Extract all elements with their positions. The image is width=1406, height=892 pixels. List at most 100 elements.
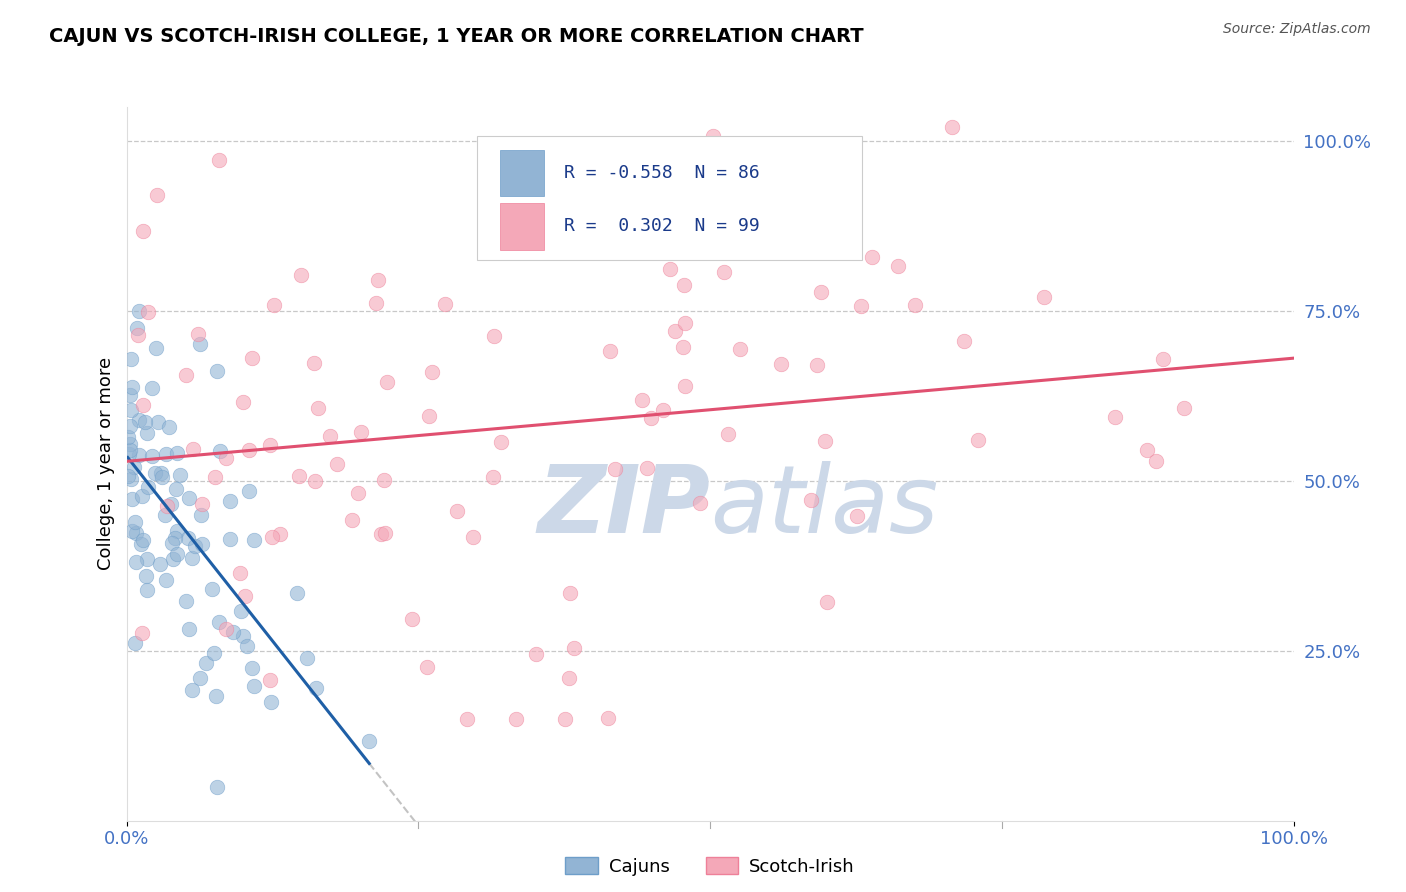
Point xyxy=(238,483,260,498)
Point xyxy=(149,557,172,571)
Point xyxy=(664,324,686,338)
FancyBboxPatch shape xyxy=(477,136,862,260)
Point xyxy=(672,341,695,355)
Point xyxy=(134,415,156,429)
Point xyxy=(1136,443,1159,458)
Point xyxy=(128,304,150,318)
Point xyxy=(204,470,226,484)
Point xyxy=(129,537,152,551)
Point xyxy=(285,586,308,600)
Point xyxy=(124,515,146,529)
Point xyxy=(159,497,181,511)
Point xyxy=(201,582,224,596)
Point xyxy=(806,358,828,372)
Point xyxy=(205,689,228,703)
Point xyxy=(215,451,238,466)
Point xyxy=(319,429,342,443)
Point xyxy=(524,647,547,661)
Point xyxy=(673,316,696,330)
Legend: Cajuns, Scotch-Irish: Cajuns, Scotch-Irish xyxy=(558,850,862,883)
Point xyxy=(117,430,139,444)
Point xyxy=(640,411,662,425)
Point xyxy=(131,489,153,503)
Point xyxy=(1146,453,1168,467)
Point xyxy=(120,419,142,434)
Point xyxy=(163,531,186,545)
Point xyxy=(260,695,283,709)
Point xyxy=(636,461,658,475)
Point xyxy=(162,536,184,550)
Point xyxy=(263,298,285,312)
Text: R = -0.558  N = 86: R = -0.558 N = 86 xyxy=(564,164,759,182)
Point xyxy=(136,425,159,440)
Point xyxy=(153,508,176,522)
Point xyxy=(118,447,141,461)
Point xyxy=(166,524,188,538)
Point xyxy=(121,491,143,506)
Point xyxy=(121,380,143,394)
Point xyxy=(505,712,527,726)
Point xyxy=(118,442,141,457)
Point xyxy=(401,612,423,626)
Point xyxy=(461,530,484,544)
Point xyxy=(420,365,443,379)
Point xyxy=(370,526,392,541)
Point xyxy=(218,532,240,546)
Point xyxy=(713,265,735,279)
Point xyxy=(456,712,478,726)
Point xyxy=(155,573,177,587)
Point xyxy=(359,734,381,748)
Point xyxy=(596,711,619,725)
Point xyxy=(810,285,832,299)
Point xyxy=(135,582,157,597)
Point xyxy=(610,204,633,219)
Text: R =  0.302  N = 99: R = 0.302 N = 99 xyxy=(564,218,759,235)
Point xyxy=(149,466,172,480)
Point xyxy=(191,536,214,550)
Point xyxy=(304,475,326,489)
Point xyxy=(118,388,141,402)
Point xyxy=(190,337,212,351)
Point xyxy=(181,442,204,456)
Point xyxy=(904,298,927,312)
Point xyxy=(141,450,163,464)
Point xyxy=(1033,290,1056,304)
Point xyxy=(347,486,370,500)
Text: atlas: atlas xyxy=(710,461,938,552)
Point xyxy=(886,259,908,273)
Point xyxy=(482,470,505,484)
Point xyxy=(128,413,150,427)
Point xyxy=(953,334,976,349)
Point xyxy=(120,402,142,417)
Point xyxy=(174,368,197,383)
Point xyxy=(179,622,201,636)
Text: CAJUN VS SCOTCH-IRISH COLLEGE, 1 YEAR OR MORE CORRELATION CHART: CAJUN VS SCOTCH-IRISH COLLEGE, 1 YEAR OR… xyxy=(49,27,863,45)
Point xyxy=(177,532,200,546)
Point xyxy=(127,327,149,342)
Point xyxy=(689,496,711,510)
Point xyxy=(215,622,238,636)
Point xyxy=(846,509,869,524)
Point xyxy=(155,447,177,461)
Point xyxy=(340,513,363,527)
Point xyxy=(672,277,695,292)
Point xyxy=(208,444,231,458)
Point xyxy=(702,128,724,143)
Point xyxy=(259,438,281,452)
Point xyxy=(202,646,225,660)
Point xyxy=(575,227,598,241)
Point xyxy=(188,671,211,685)
Point xyxy=(169,467,191,482)
Point xyxy=(373,473,395,487)
Point xyxy=(364,296,387,310)
Point xyxy=(243,533,266,547)
Point xyxy=(184,539,207,553)
Point xyxy=(191,497,214,511)
Point xyxy=(728,342,751,356)
Point xyxy=(290,268,312,282)
Point xyxy=(599,344,621,359)
Point xyxy=(717,427,740,442)
Point xyxy=(222,625,245,640)
Point xyxy=(181,550,204,565)
Point xyxy=(631,392,654,407)
